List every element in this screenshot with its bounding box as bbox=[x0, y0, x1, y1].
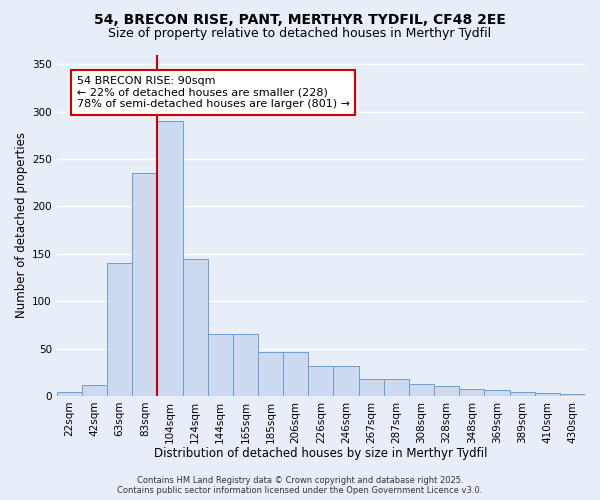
Bar bbox=[560, 394, 585, 396]
Bar bbox=[157, 122, 182, 396]
Bar bbox=[308, 366, 334, 396]
Bar bbox=[182, 258, 208, 396]
Bar bbox=[82, 386, 107, 396]
Text: 54 BRECON RISE: 90sqm
← 22% of detached houses are smaller (228)
78% of semi-det: 54 BRECON RISE: 90sqm ← 22% of detached … bbox=[77, 76, 350, 109]
Bar bbox=[132, 174, 157, 396]
Bar bbox=[359, 379, 384, 396]
Y-axis label: Number of detached properties: Number of detached properties bbox=[15, 132, 28, 318]
Bar bbox=[434, 386, 459, 396]
Bar bbox=[484, 390, 509, 396]
Bar bbox=[459, 389, 484, 396]
Text: 54, BRECON RISE, PANT, MERTHYR TYDFIL, CF48 2EE: 54, BRECON RISE, PANT, MERTHYR TYDFIL, C… bbox=[94, 12, 506, 26]
Bar bbox=[334, 366, 359, 396]
Bar bbox=[535, 393, 560, 396]
Text: Size of property relative to detached houses in Merthyr Tydfil: Size of property relative to detached ho… bbox=[109, 28, 491, 40]
Bar bbox=[258, 352, 283, 396]
Bar bbox=[233, 334, 258, 396]
Bar bbox=[57, 392, 82, 396]
Text: Contains HM Land Registry data © Crown copyright and database right 2025.
Contai: Contains HM Land Registry data © Crown c… bbox=[118, 476, 482, 495]
Bar bbox=[409, 384, 434, 396]
X-axis label: Distribution of detached houses by size in Merthyr Tydfil: Distribution of detached houses by size … bbox=[154, 447, 488, 460]
Bar bbox=[384, 379, 409, 396]
Bar bbox=[208, 334, 233, 396]
Bar bbox=[509, 392, 535, 396]
Bar bbox=[283, 352, 308, 396]
Bar bbox=[107, 264, 132, 396]
